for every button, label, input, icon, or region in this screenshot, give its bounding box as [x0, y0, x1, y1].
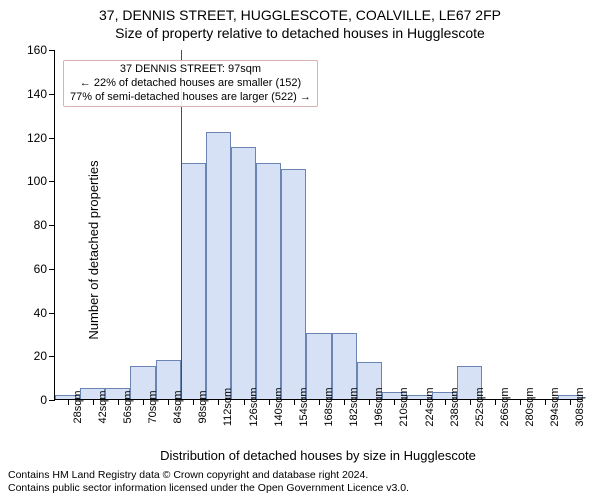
histogram-bar — [206, 132, 231, 399]
plot-area: 02040608010012014016028sqm42sqm56sqm70sq… — [54, 50, 582, 400]
x-tick — [520, 399, 521, 405]
y-tick — [49, 313, 55, 314]
chart-subtitle: Size of property relative to detached ho… — [0, 24, 600, 42]
x-tick — [570, 399, 571, 405]
histogram-bar — [181, 163, 206, 399]
x-tick — [118, 399, 119, 405]
x-tick-label: 266sqm — [499, 387, 511, 426]
y-tick-label: 120 — [17, 131, 47, 145]
y-tick — [49, 181, 55, 182]
annotation-line: ← 22% of detached houses are smaller (15… — [70, 77, 311, 91]
x-tick-label: 294sqm — [549, 387, 561, 426]
y-tick — [49, 269, 55, 270]
y-tick-label: 160 — [17, 43, 47, 57]
x-tick — [168, 399, 169, 405]
footer-line-2: Contains public sector information licen… — [8, 482, 409, 496]
x-tick — [495, 399, 496, 405]
x-tick — [394, 399, 395, 405]
x-tick — [420, 399, 421, 405]
y-tick-label: 0 — [17, 393, 47, 407]
y-tick-label: 60 — [17, 262, 47, 276]
y-tick — [49, 50, 55, 51]
x-tick — [68, 399, 69, 405]
annotation-box: 37 DENNIS STREET: 97sqm← 22% of detached… — [63, 60, 318, 107]
annotation-line: 77% of semi-detached houses are larger (… — [70, 91, 311, 105]
y-tick — [49, 138, 55, 139]
x-tick-label: 280sqm — [524, 387, 536, 426]
x-tick — [470, 399, 471, 405]
chart-titles: 37, DENNIS STREET, HUGGLESCOTE, COALVILL… — [0, 0, 600, 42]
histogram-bar — [281, 169, 306, 399]
annotation-line: 37 DENNIS STREET: 97sqm — [70, 63, 311, 77]
y-tick-label: 20 — [17, 349, 47, 363]
x-tick — [218, 399, 219, 405]
x-tick — [244, 399, 245, 405]
x-tick — [545, 399, 546, 405]
x-tick — [445, 399, 446, 405]
chart-address: 37, DENNIS STREET, HUGGLESCOTE, COALVILL… — [0, 6, 600, 24]
y-tick-label: 100 — [17, 174, 47, 188]
x-axis-label: Distribution of detached houses by size … — [54, 448, 582, 463]
y-tick — [49, 400, 55, 401]
x-tick — [294, 399, 295, 405]
x-tick — [193, 399, 194, 405]
footer-line-1: Contains HM Land Registry data © Crown c… — [8, 469, 409, 483]
chart-container: 37, DENNIS STREET, HUGGLESCOTE, COALVILL… — [0, 0, 600, 500]
histogram-bar — [256, 163, 281, 399]
y-tick — [49, 94, 55, 95]
x-tick — [143, 399, 144, 405]
x-tick-label: 210sqm — [398, 387, 410, 426]
x-tick — [344, 399, 345, 405]
histogram-bar — [231, 147, 256, 399]
x-tick-label: 252sqm — [474, 387, 486, 426]
y-tick-label: 40 — [17, 306, 47, 320]
x-tick — [269, 399, 270, 405]
x-tick-label: 308sqm — [574, 387, 586, 426]
y-tick-label: 80 — [17, 218, 47, 232]
x-tick — [93, 399, 94, 405]
y-tick — [49, 225, 55, 226]
x-tick — [319, 399, 320, 405]
footer-credits: Contains HM Land Registry data © Crown c… — [8, 469, 409, 496]
x-tick — [369, 399, 370, 405]
y-tick — [49, 356, 55, 357]
y-tick-label: 140 — [17, 87, 47, 101]
